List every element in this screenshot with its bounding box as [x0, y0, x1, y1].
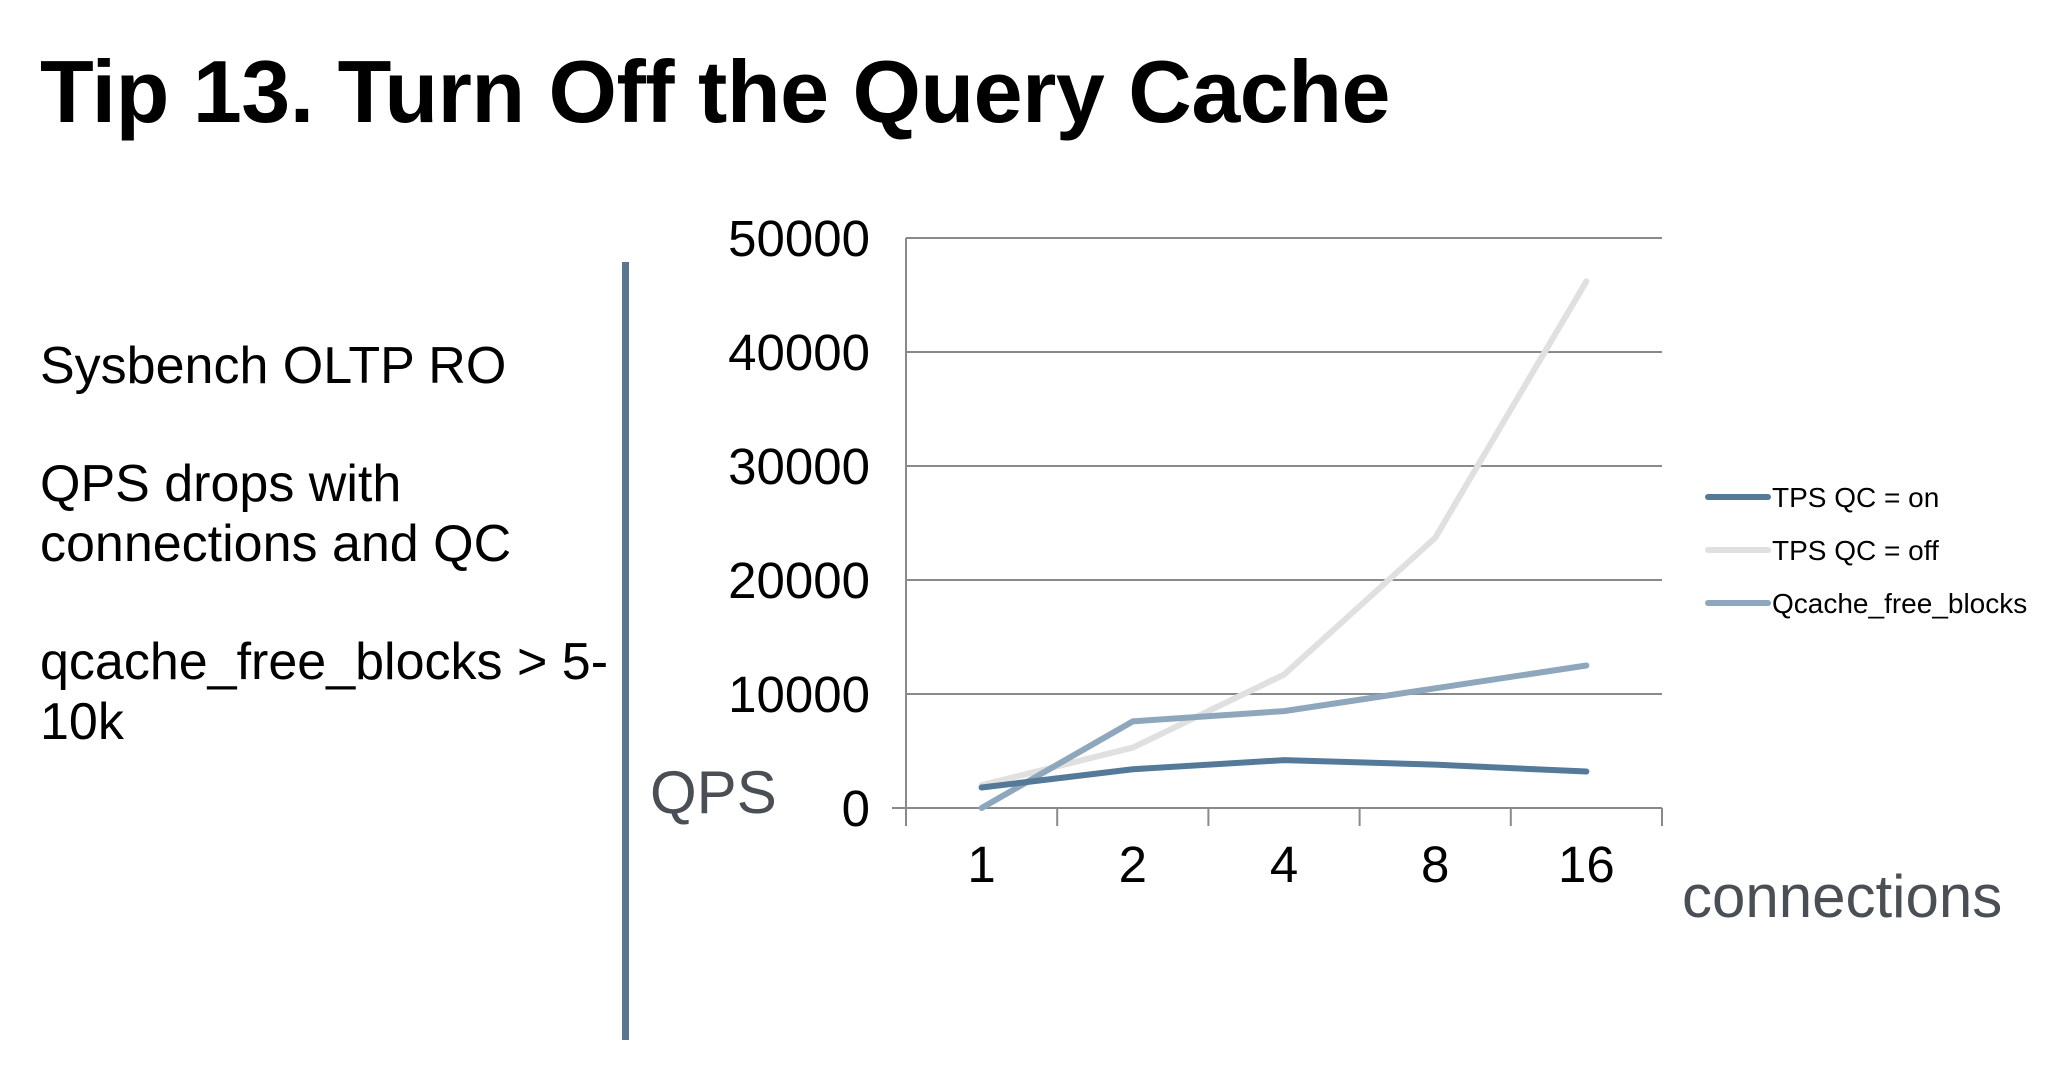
- x-tick-label: 4: [1270, 836, 1298, 893]
- y-tick-label: 30000: [728, 438, 870, 495]
- slide-title: Tip 13. Turn Off the Query Cache: [40, 42, 1390, 141]
- x-tick-label: 8: [1421, 836, 1449, 893]
- bullet-item: Sysbench OLTP RO: [40, 337, 507, 395]
- legend-label: TPS QC = off: [1772, 535, 1939, 566]
- x-tick-label: 2: [1119, 836, 1147, 893]
- x-tick-label: 16: [1558, 836, 1615, 893]
- gridlines: [906, 237, 1662, 809]
- y-tick-label: 40000: [728, 324, 870, 381]
- axes: [892, 238, 1663, 826]
- series-line: [978, 757, 1590, 791]
- series-lines: [978, 278, 1590, 811]
- y-tick-label: 10000: [728, 666, 870, 723]
- x-axis-title: connections: [1682, 863, 2002, 930]
- y-tick-labels: 0 10000 20000 30000 40000 50000: [728, 210, 870, 837]
- x-tick-labels: 1 2 4 8 16: [967, 836, 1614, 893]
- y-axis-title: QPS: [650, 759, 777, 826]
- y-tick-label: 0: [842, 780, 870, 837]
- vertical-divider: [622, 262, 629, 1040]
- bullet-item: QPS drops with connections and QC: [40, 455, 512, 573]
- y-tick-label: 50000: [728, 210, 870, 267]
- legend: TPS QC = on TPS QC = off Qcache_free_block…: [1705, 482, 2027, 619]
- bullet-list: Sysbench OLTP RO QPS drops with connecti…: [40, 336, 620, 810]
- series-line: [978, 662, 1590, 811]
- bullet-item: qcache_free_blocks > 5-10k: [40, 633, 609, 751]
- legend-label: Qcache_free_blocks: [1772, 588, 2027, 619]
- x-tick-label: 1: [967, 836, 995, 893]
- legend-label: TPS QC = on: [1772, 482, 1939, 513]
- series-line: [978, 278, 1590, 789]
- y-tick-label: 20000: [728, 552, 870, 609]
